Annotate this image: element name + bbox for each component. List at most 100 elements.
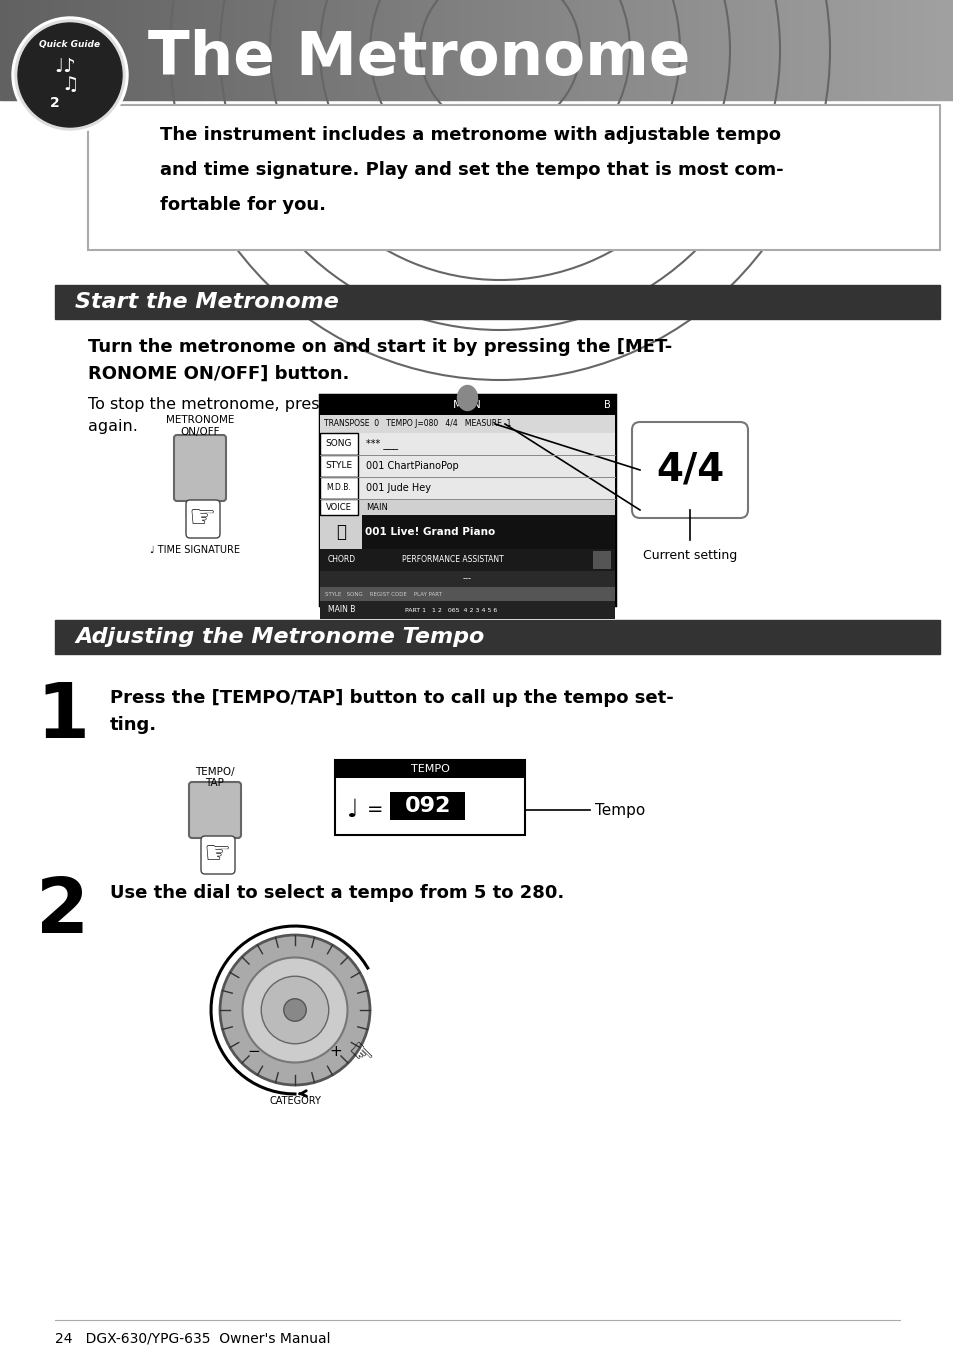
Bar <box>319 0 320 100</box>
Bar <box>210 0 211 100</box>
Bar <box>519 0 520 100</box>
Bar <box>482 0 483 100</box>
Text: ♩ TIME SIGNATURE: ♩ TIME SIGNATURE <box>150 544 240 555</box>
Bar <box>450 0 451 100</box>
Bar <box>686 0 687 100</box>
Bar <box>729 0 730 100</box>
Text: ---: --- <box>462 574 472 584</box>
Bar <box>806 0 807 100</box>
Bar <box>184 0 185 100</box>
Bar <box>319 499 615 515</box>
Bar <box>776 0 778 100</box>
Bar <box>324 0 325 100</box>
Bar <box>385 0 386 100</box>
Bar <box>435 0 436 100</box>
Bar <box>865 0 866 100</box>
Bar <box>481 0 482 100</box>
Bar <box>921 0 923 100</box>
Bar <box>741 0 742 100</box>
Bar <box>880 0 882 100</box>
Bar <box>88 0 89 100</box>
Bar <box>768 0 769 100</box>
Bar <box>558 0 559 100</box>
Bar <box>749 0 750 100</box>
Circle shape <box>18 23 122 127</box>
Bar <box>163 0 164 100</box>
Bar <box>949 0 950 100</box>
Bar <box>702 0 703 100</box>
Bar <box>608 0 609 100</box>
Bar <box>774 0 775 100</box>
Bar <box>380 0 381 100</box>
Text: 4/4: 4/4 <box>655 451 723 489</box>
Bar <box>889 0 890 100</box>
Bar <box>432 0 433 100</box>
Bar <box>131 0 132 100</box>
Bar <box>391 0 392 100</box>
Bar <box>49 0 50 100</box>
Bar <box>110 0 111 100</box>
FancyBboxPatch shape <box>186 500 220 538</box>
Bar <box>119 0 120 100</box>
Bar <box>555 0 556 100</box>
Bar <box>750 0 751 100</box>
Bar <box>808 0 809 100</box>
Bar <box>935 0 936 100</box>
Bar <box>911 0 912 100</box>
Bar <box>252 0 253 100</box>
Bar <box>307 0 308 100</box>
Text: 001 Live! Grand Piano: 001 Live! Grand Piano <box>364 527 495 536</box>
Text: MAIN B: MAIN B <box>328 605 355 615</box>
Bar <box>927 0 928 100</box>
Text: SONG: SONG <box>325 439 352 449</box>
Bar <box>140 0 141 100</box>
Bar <box>854 0 855 100</box>
Bar <box>335 0 336 100</box>
Bar <box>592 0 593 100</box>
Bar <box>941 0 942 100</box>
Text: −: − <box>247 1044 260 1059</box>
Bar <box>375 0 376 100</box>
Bar <box>216 0 218 100</box>
Bar <box>429 0 430 100</box>
Bar <box>92 0 94 100</box>
Bar <box>939 0 940 100</box>
Bar <box>319 549 615 571</box>
Bar <box>483 0 484 100</box>
Bar <box>687 0 688 100</box>
Bar <box>34 0 35 100</box>
Bar <box>224 0 225 100</box>
Bar <box>138 0 139 100</box>
Bar <box>668 0 669 100</box>
Bar <box>861 0 862 100</box>
Bar <box>828 0 829 100</box>
Bar <box>912 0 913 100</box>
Bar <box>368 0 369 100</box>
Bar <box>625 0 626 100</box>
Bar <box>392 0 393 100</box>
Bar <box>284 0 285 100</box>
Bar <box>569 0 571 100</box>
Bar <box>420 0 421 100</box>
Bar <box>948 0 949 100</box>
Bar <box>506 0 507 100</box>
Bar <box>349 0 350 100</box>
Bar <box>837 0 838 100</box>
Bar <box>213 0 214 100</box>
Bar <box>0 0 1 100</box>
Circle shape <box>242 958 347 1062</box>
Bar <box>644 0 645 100</box>
Bar <box>863 0 864 100</box>
Bar <box>334 0 335 100</box>
Bar <box>543 0 544 100</box>
Bar <box>518 0 519 100</box>
Bar <box>427 0 428 100</box>
Bar <box>772 0 773 100</box>
Bar <box>593 0 594 100</box>
Bar <box>855 0 856 100</box>
Bar <box>234 0 235 100</box>
Bar <box>698 0 699 100</box>
Bar <box>251 0 252 100</box>
Circle shape <box>220 935 370 1085</box>
Bar <box>7 0 8 100</box>
